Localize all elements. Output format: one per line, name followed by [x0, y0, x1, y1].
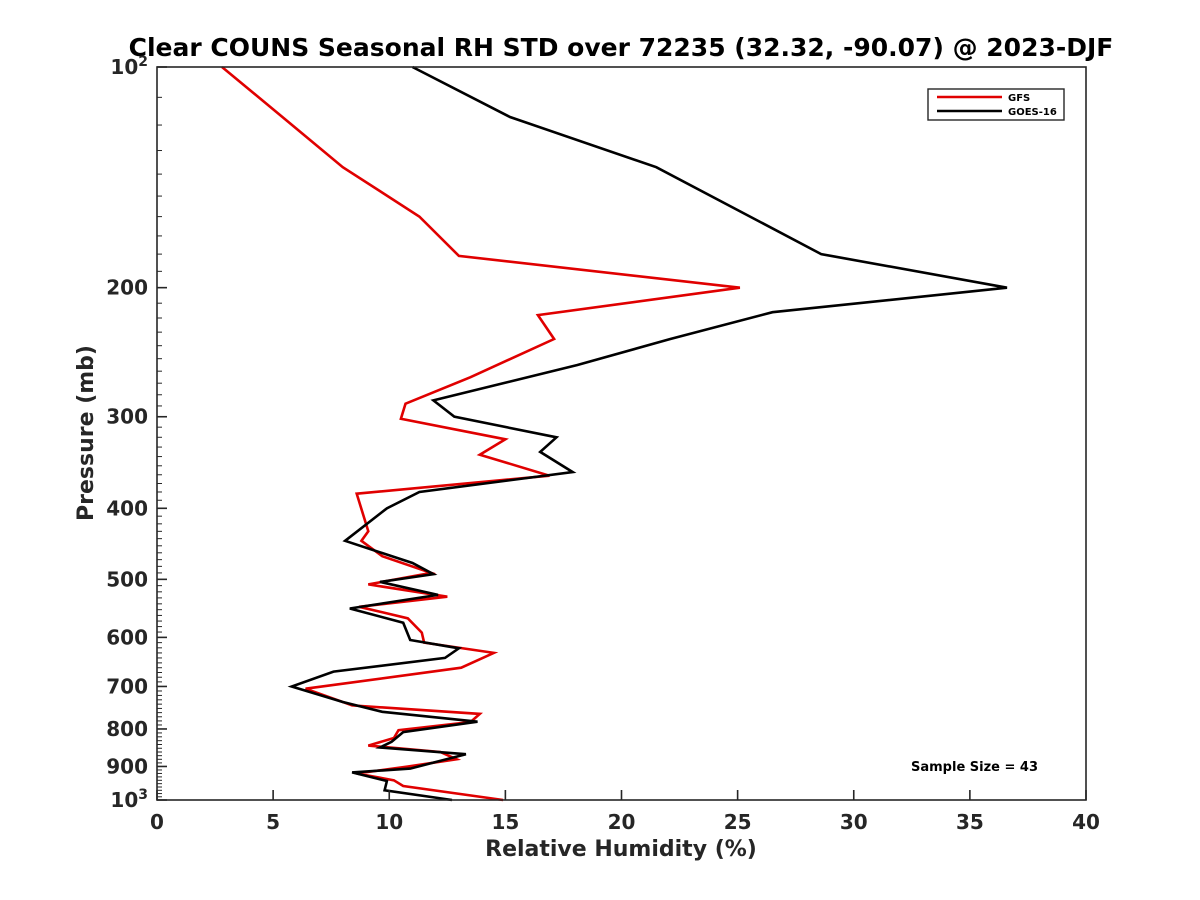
y-tick-label: 500: [106, 567, 148, 591]
legend-label-goes-16: GOES-16: [1008, 107, 1057, 118]
y-axis-ticks: 102 200 300 400 500 600 700 800 900 103: [106, 54, 167, 812]
x-axis-label: Relative Humidity (%): [485, 837, 757, 862]
x-axis-ticks: 0 5 10 15 20 25 30 35 40: [150, 790, 1100, 834]
x-tick-label: 30: [840, 810, 868, 834]
x-tick-label: 40: [1072, 810, 1100, 834]
sample-size-annotation: Sample Size = 43: [911, 760, 1038, 775]
legend-label-gfs: GFS: [1008, 93, 1030, 104]
y-tick-label: 200: [106, 276, 148, 300]
y-tick-label: 103: [110, 787, 148, 812]
y-tick-label: 800: [106, 717, 148, 741]
x-tick-label: 15: [491, 810, 519, 834]
y-tick-label: 102: [110, 54, 148, 79]
x-tick-label: 35: [956, 810, 984, 834]
y-tick-label: 700: [106, 674, 148, 698]
y-tick-label: 400: [106, 496, 148, 520]
x-tick-label: 10: [375, 810, 403, 834]
series-line-goes-16: [287, 65, 1008, 802]
legend: GFS GOES-16: [927, 88, 1065, 121]
legend-box: [927, 88, 1065, 121]
x-tick-label: 25: [724, 810, 752, 834]
x-tick-label: 20: [608, 810, 636, 834]
x-tick-label: 0: [150, 810, 164, 834]
y-axis-label: Pressure (mb): [74, 345, 99, 521]
x-tick-label: 5: [266, 810, 280, 834]
series-layer: [221, 65, 1008, 802]
y-tick-label: 300: [106, 405, 148, 429]
y-tick-label: 600: [106, 625, 148, 649]
chart-title: Clear COUNS Seasonal RH STD over 72235 (…: [129, 33, 1114, 62]
y-tick-label: 900: [106, 754, 148, 778]
